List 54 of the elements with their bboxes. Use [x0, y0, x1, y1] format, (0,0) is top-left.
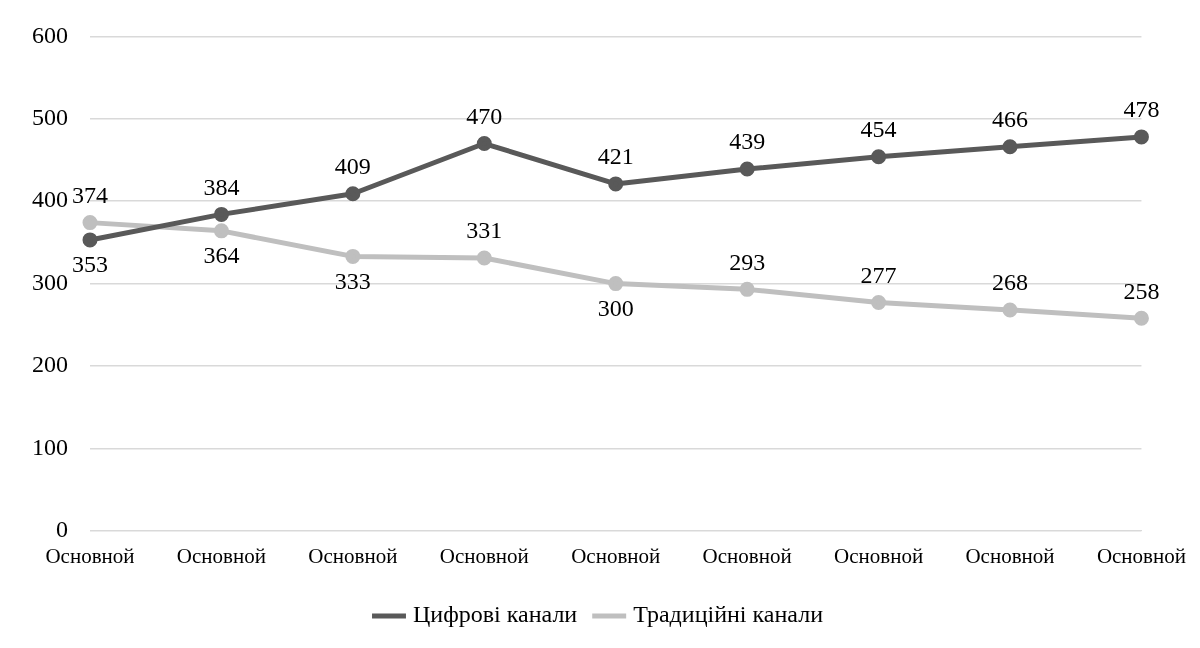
data-label: 331	[466, 217, 503, 244]
point	[1002, 139, 1018, 155]
data-label: 439	[729, 128, 766, 155]
point	[1133, 129, 1149, 145]
data-label: 374	[72, 181, 108, 208]
data-label: 293	[729, 248, 766, 275]
x-tick-label: Основной	[1096, 543, 1186, 568]
data-label: 353	[72, 251, 108, 278]
y-tick-label: 400	[32, 186, 68, 213]
data-label: 333	[334, 267, 371, 294]
data-label: 421	[597, 143, 634, 170]
legend-label: Традиційні канали	[633, 601, 824, 628]
point	[871, 295, 887, 311]
data-label: 268	[992, 269, 1029, 296]
data-label: 277	[860, 261, 897, 288]
point	[213, 223, 229, 239]
x-tick-label: Основной	[965, 543, 1055, 568]
point	[476, 136, 492, 152]
x-tick-label: Основной	[834, 543, 924, 568]
data-label: 409	[334, 153, 371, 180]
point	[476, 250, 492, 266]
point	[608, 276, 624, 292]
x-tick-label: Основной	[45, 543, 135, 568]
y-tick-label: 100	[32, 433, 68, 460]
data-label: 478	[1123, 96, 1160, 123]
x-tick-label: Основной	[308, 543, 398, 568]
point	[82, 232, 98, 248]
point	[739, 281, 755, 297]
point	[608, 176, 624, 192]
y-tick-label: 600	[32, 21, 68, 48]
data-label: 466	[992, 106, 1029, 133]
x-tick-label: Основной	[702, 543, 792, 568]
x-tick-label: Основной	[176, 543, 266, 568]
data-label: 470	[466, 102, 503, 129]
point	[345, 186, 361, 202]
data-label: 454	[860, 116, 897, 142]
point	[1133, 310, 1149, 326]
data-label: 364	[203, 242, 240, 269]
x-tick-label: Основной	[439, 543, 529, 568]
data-label: 384	[203, 173, 240, 200]
point	[871, 149, 887, 165]
point	[82, 215, 98, 231]
x-tick-label: Основной	[571, 543, 661, 568]
data-label: 258	[1123, 277, 1160, 304]
point	[345, 248, 361, 264]
point	[213, 206, 229, 222]
y-tick-label: 300	[32, 268, 68, 295]
data-label: 300	[597, 294, 634, 321]
y-tick-label: 500	[32, 104, 68, 131]
legend-label: Цифрові канали	[413, 601, 578, 628]
point	[1002, 302, 1018, 318]
point	[739, 161, 755, 177]
y-tick-label: 200	[32, 351, 68, 378]
y-tick-label: 0	[56, 516, 68, 543]
